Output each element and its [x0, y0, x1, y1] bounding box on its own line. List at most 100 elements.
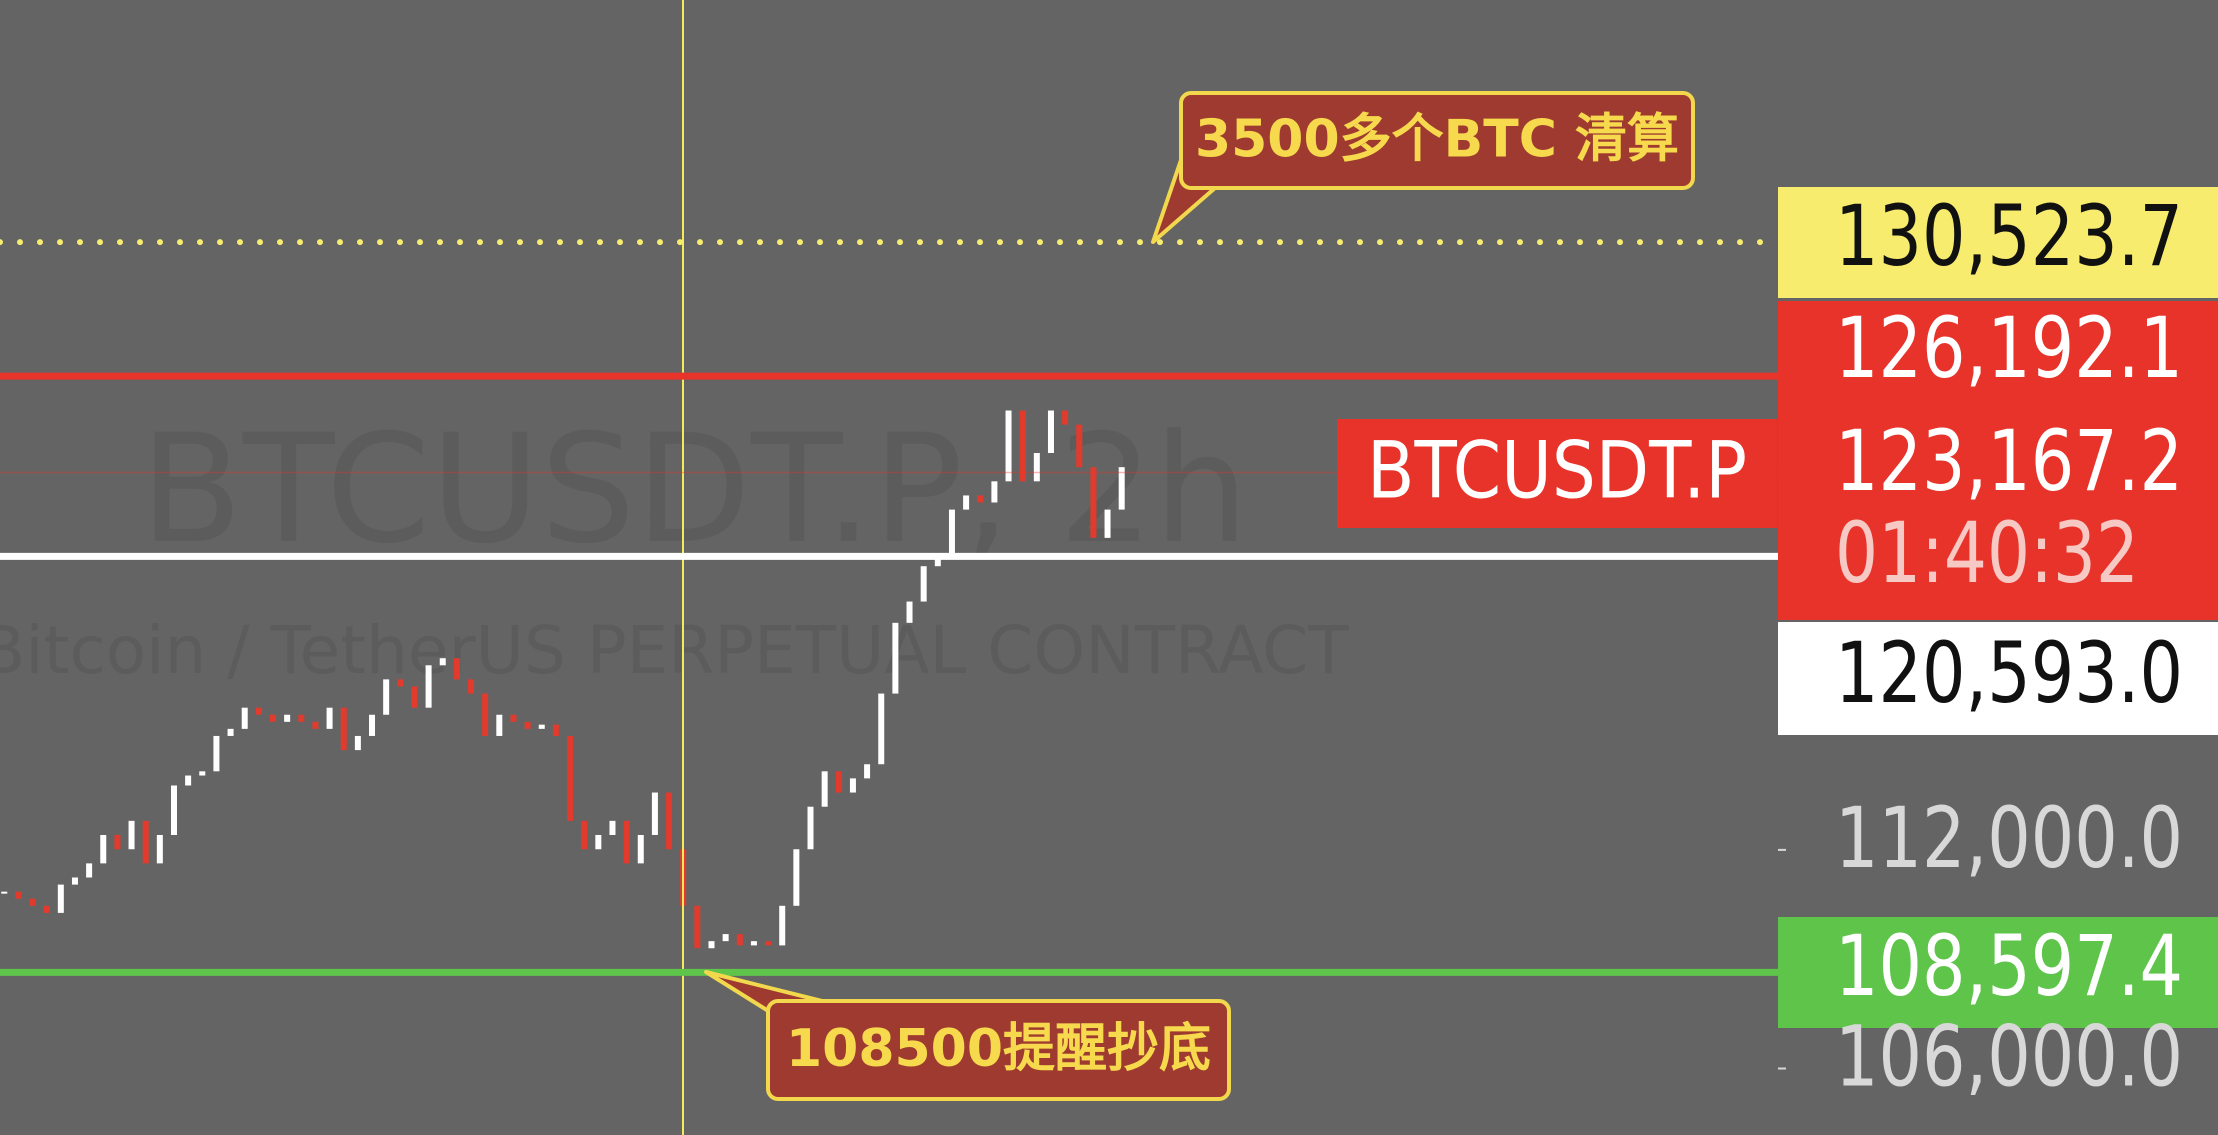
candle — [722, 934, 729, 942]
candle — [29, 898, 36, 906]
candle — [199, 771, 206, 776]
candle — [991, 481, 998, 503]
candle — [71, 877, 78, 885]
y-tick-label: 112,000.0 — [1835, 789, 2183, 887]
candle — [383, 679, 390, 715]
candle — [482, 693, 489, 736]
candle — [114, 834, 121, 850]
candle — [637, 834, 644, 864]
candle — [609, 820, 616, 835]
candle — [765, 941, 772, 946]
watermark-description: Bitcoin / TetherUS PERPETUAL CONTRACT — [0, 612, 1349, 689]
candle — [934, 559, 941, 567]
candle — [411, 686, 418, 708]
price-label: 130,523.7 — [1835, 187, 2183, 285]
candle — [354, 735, 361, 751]
watermark-symbol: BTCUSDT.P, 2h — [140, 403, 1249, 577]
candle — [15, 891, 22, 899]
candle — [1118, 467, 1125, 510]
candle — [425, 665, 432, 708]
callout-box — [1179, 91, 1695, 190]
candle — [100, 834, 107, 864]
candle — [906, 601, 913, 623]
candle — [779, 905, 786, 946]
candle — [1076, 424, 1083, 468]
candle — [156, 834, 163, 864]
candle — [1033, 452, 1040, 482]
candle — [864, 764, 871, 779]
candle — [750, 941, 757, 946]
callout-text: 108500提醒抄底 — [786, 1019, 1211, 1079]
price-label: 126,192.1 — [1835, 299, 2183, 397]
candle — [567, 735, 574, 821]
candle — [1, 891, 8, 894]
candle — [651, 792, 658, 835]
candle — [920, 566, 927, 602]
candle — [1090, 467, 1097, 538]
callout-box — [766, 999, 1231, 1101]
candle — [255, 707, 262, 715]
candle — [57, 884, 64, 913]
candle — [369, 714, 376, 736]
candle — [1019, 410, 1026, 482]
candle — [439, 658, 446, 666]
candle — [736, 934, 743, 946]
candle — [453, 658, 460, 680]
candle — [623, 820, 630, 864]
price-label: 108,597.4 — [1835, 917, 2183, 1015]
callout-text: 3500多个BTC 清算 — [1195, 110, 1679, 170]
candle — [298, 714, 305, 722]
candle — [849, 778, 856, 793]
candle — [1104, 509, 1111, 538]
price-label-box — [1778, 301, 2218, 620]
candle — [538, 724, 545, 729]
candle — [892, 622, 899, 694]
price-label: 120,593.0 — [1835, 624, 2183, 722]
candle — [793, 849, 800, 906]
candle — [185, 775, 192, 786]
candle — [835, 771, 842, 793]
candle — [524, 721, 531, 729]
price-label-box — [1778, 917, 2218, 1028]
candle — [142, 820, 149, 864]
candle — [595, 834, 602, 850]
symbol-label: BTCUSDT.P — [1367, 426, 1747, 516]
price-label-box — [1778, 622, 2218, 735]
candle — [241, 707, 248, 729]
candle — [213, 735, 220, 772]
candle — [963, 495, 970, 510]
candle — [397, 679, 404, 687]
candle — [1047, 410, 1054, 453]
candle — [977, 495, 984, 503]
symbol-label-box — [1337, 419, 1777, 528]
candle — [821, 771, 828, 807]
candle — [128, 820, 135, 850]
y-tick-label: 106,000.0 — [1835, 1007, 2183, 1105]
countdown: 01:40:32 — [1835, 504, 2139, 602]
candle — [1005, 410, 1012, 482]
candle — [948, 509, 955, 560]
candle — [86, 863, 93, 878]
price-label-box — [1778, 187, 2218, 298]
candle — [496, 714, 503, 736]
candle — [878, 693, 885, 765]
candle — [666, 792, 673, 850]
candle — [1062, 410, 1069, 425]
candle — [694, 905, 701, 949]
candle — [284, 714, 291, 722]
candle — [807, 806, 814, 850]
candle — [510, 714, 517, 722]
candle — [312, 721, 319, 729]
candle — [170, 785, 177, 835]
candle — [708, 941, 715, 949]
candle — [227, 728, 234, 736]
candle — [468, 679, 475, 694]
candle — [552, 724, 559, 736]
candle — [581, 820, 588, 850]
candle — [43, 905, 50, 913]
price-label: 123,167.2 — [1835, 412, 2183, 510]
candle — [340, 707, 347, 751]
candle — [326, 707, 333, 729]
